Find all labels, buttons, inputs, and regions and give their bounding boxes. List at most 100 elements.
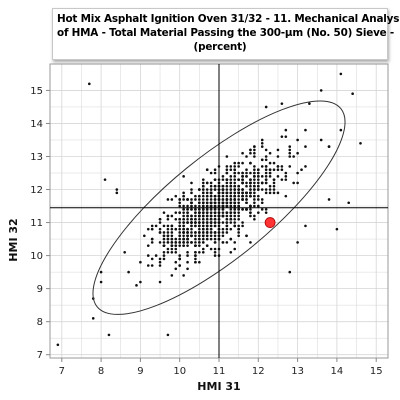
data-point (162, 257, 166, 261)
data-point (280, 135, 284, 138)
data-point (229, 181, 233, 185)
data-point (162, 244, 166, 247)
data-point (198, 204, 201, 208)
data-point (264, 178, 268, 181)
data-point (276, 148, 280, 152)
data-point (170, 224, 174, 228)
data-point (170, 250, 174, 254)
data-point (253, 198, 256, 201)
data-point (178, 227, 181, 231)
data-point (186, 217, 189, 221)
data-point (229, 175, 233, 178)
data-point (280, 168, 284, 172)
data-point (186, 227, 189, 231)
data-point (237, 234, 240, 238)
data-point (253, 178, 256, 181)
data-point (174, 260, 178, 264)
data-point (190, 191, 193, 195)
data-point (201, 217, 205, 221)
data-point (190, 234, 193, 238)
data-point (190, 214, 193, 218)
x-tick-label: 9 (137, 366, 143, 377)
data-point (264, 208, 268, 211)
data-point (268, 168, 272, 172)
data-point (205, 194, 209, 198)
data-point (292, 181, 295, 185)
data-point (221, 198, 225, 201)
data-point (213, 211, 217, 214)
data-point (198, 217, 201, 221)
data-point (158, 221, 162, 224)
data-point (221, 227, 225, 231)
data-point (221, 178, 225, 181)
chart-title: Hot Mix Asphalt Ignition Oven 31/32 - 11… (52, 8, 400, 60)
y-tick-label: 8 (37, 317, 43, 328)
data-point (221, 214, 225, 218)
data-point (249, 241, 252, 244)
data-point (221, 188, 225, 191)
data-point (88, 82, 91, 86)
data-point (260, 141, 264, 145)
data-point (182, 231, 185, 234)
data-point (198, 250, 201, 254)
data-point (284, 128, 288, 132)
data-point (241, 151, 244, 155)
data-point (158, 227, 162, 231)
data-point (213, 194, 217, 198)
data-point (209, 188, 213, 191)
data-point (339, 128, 343, 132)
data-point (237, 165, 240, 168)
data-point (253, 204, 256, 208)
data-point (182, 191, 185, 195)
data-point (245, 191, 248, 195)
data-point (264, 165, 268, 168)
x-tick-label: 14 (331, 366, 344, 377)
data-point (170, 214, 174, 218)
data-point (178, 221, 181, 224)
data-point (201, 188, 205, 191)
x-tick-label: 8 (98, 366, 104, 377)
data-point (351, 92, 354, 96)
data-point (260, 145, 264, 148)
data-point (245, 181, 248, 185)
data-point (229, 214, 233, 218)
data-point (229, 211, 233, 214)
data-point (213, 231, 217, 234)
data-point (249, 171, 252, 175)
data-point (253, 175, 256, 178)
data-point (194, 254, 197, 257)
data-point (182, 198, 185, 201)
data-point (229, 221, 233, 224)
data-point (221, 194, 225, 198)
data-point (178, 254, 181, 257)
data-point (198, 198, 201, 201)
data-point (264, 105, 268, 109)
data-point (253, 188, 256, 191)
data-point (245, 155, 248, 158)
data-point (213, 184, 217, 188)
data-point (186, 208, 189, 211)
data-point (205, 244, 209, 247)
data-point (221, 175, 225, 178)
data-point (158, 257, 162, 261)
data-point (209, 231, 213, 234)
data-point (249, 211, 252, 214)
data-point (146, 264, 150, 267)
data-point (198, 208, 201, 211)
data-point (201, 178, 205, 181)
data-point (178, 231, 181, 234)
data-point (209, 224, 213, 228)
data-point (221, 231, 225, 234)
data-point (257, 188, 260, 191)
data-point (225, 198, 229, 201)
data-point (166, 247, 170, 251)
chart-title-line-3: (percent) (193, 41, 247, 53)
data-point (182, 227, 185, 231)
data-point (194, 194, 197, 198)
data-point (115, 191, 119, 195)
data-point (304, 165, 307, 168)
data-point (174, 250, 178, 254)
data-point (237, 227, 240, 231)
data-point (190, 224, 193, 228)
data-point (268, 184, 272, 188)
